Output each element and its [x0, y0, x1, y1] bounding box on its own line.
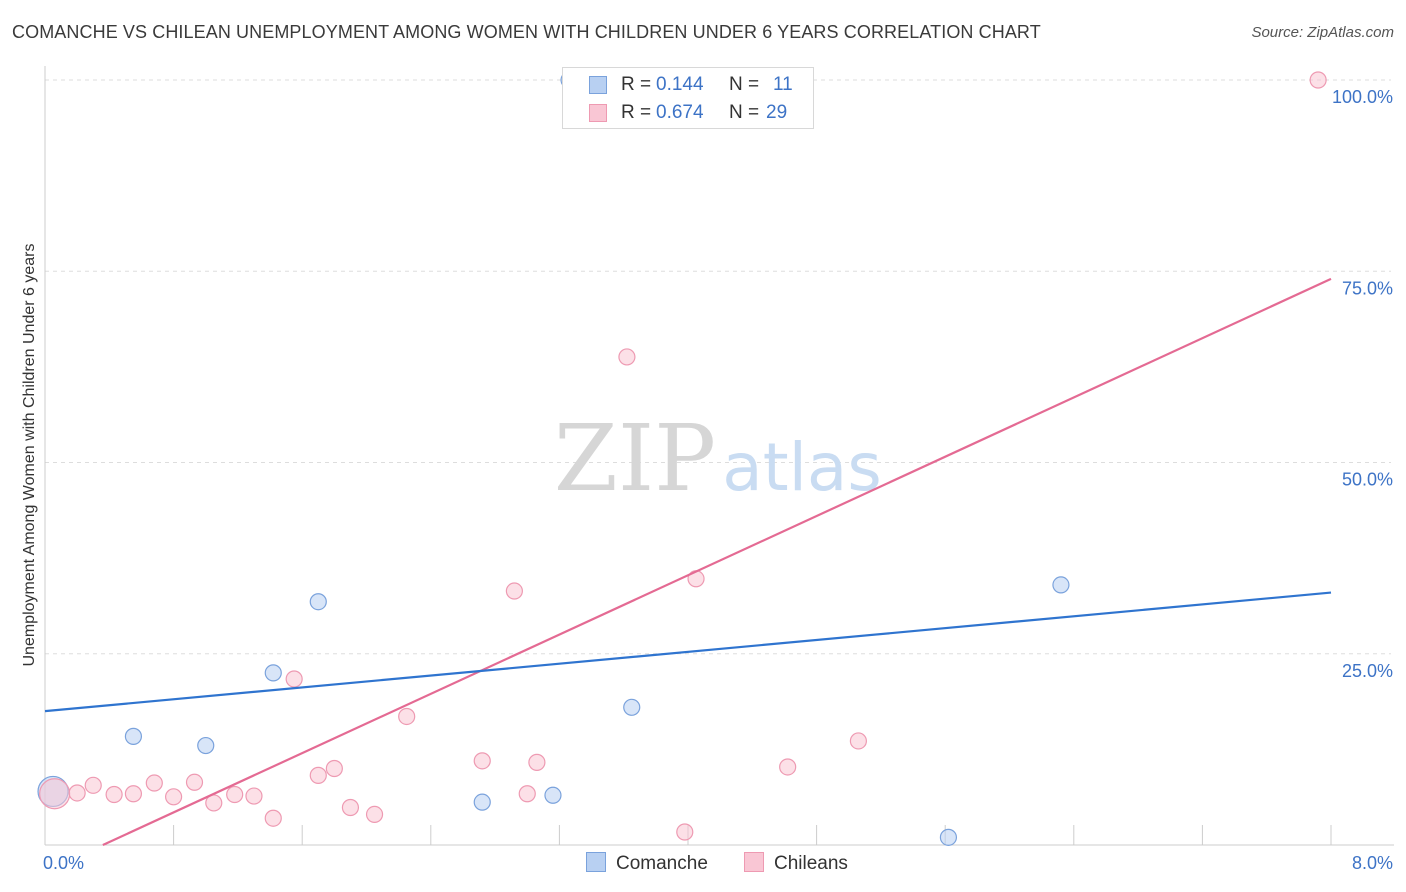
- chileans-point: [518, 785, 536, 803]
- legend-item-chileans[interactable]: Chileans: [744, 852, 848, 875]
- chileans-point: [309, 766, 327, 784]
- chileans-point: [1309, 71, 1327, 89]
- y-tick-label: 75.0%: [1342, 278, 1393, 298]
- stats-row-comanche: R = 0.144 N = 11: [563, 72, 813, 100]
- comanche-point: [124, 727, 143, 745]
- comanche-point: [623, 698, 641, 716]
- watermark-atlas: atlas: [722, 429, 882, 506]
- chileans-point: [39, 778, 71, 810]
- chileans-point: [124, 785, 143, 803]
- x-tick-label: 8.0%: [1352, 853, 1393, 873]
- chileans-point: [779, 758, 797, 776]
- chileans-swatch: [589, 104, 607, 122]
- chileans-point: [165, 788, 183, 806]
- chileans-point: [365, 805, 384, 824]
- stats-legend: R = 0.144 N = 11 R = 0.674 N = 29: [562, 67, 814, 129]
- stats-row-chileans: R = 0.674 N = 29: [563, 100, 813, 128]
- comanche-trend-line: [44, 591, 1332, 713]
- chileans-point: [676, 823, 694, 841]
- comanche-swatch: [586, 852, 606, 872]
- chileans-trend-line: [102, 277, 1332, 846]
- chileans-points: [39, 71, 1327, 841]
- y-tick-label: 25.0%: [1342, 661, 1393, 681]
- y-axis-label-container: Unemployment Among Women with Children U…: [18, 70, 42, 840]
- chileans-point: [226, 785, 244, 804]
- legend-label: Chileans: [774, 853, 848, 874]
- n-label: N =: [729, 74, 760, 95]
- n-value: 11: [773, 74, 793, 95]
- n-value: 29: [766, 102, 788, 123]
- axes: [44, 66, 1394, 846]
- chart-title: COMANCHE VS CHILEAN UNEMPLOYMENT AMONG W…: [12, 22, 1041, 42]
- comanche-point: [473, 793, 491, 811]
- chileans-point: [145, 774, 163, 792]
- n-label: N =: [729, 102, 760, 123]
- chileans-point: [528, 753, 546, 771]
- y-tick-label: 100.0%: [1332, 87, 1393, 107]
- y-tick-label: 50.0%: [1342, 470, 1393, 490]
- source-label: Source: ZipAtlas.com: [1251, 24, 1394, 41]
- comanche-point: [264, 664, 282, 682]
- chileans-point: [325, 759, 343, 778]
- comanche-swatch: [589, 76, 607, 94]
- r-label: R =: [621, 74, 652, 95]
- comanche-point: [544, 786, 562, 804]
- x-tick-label: 0.0%: [43, 853, 84, 873]
- watermark-zip: ZIP: [554, 405, 716, 512]
- chileans-point: [398, 707, 416, 726]
- chileans-point: [505, 582, 523, 600]
- r-label: R =: [621, 102, 652, 123]
- watermark: ZIP atlas: [554, 405, 882, 512]
- chileans-point: [68, 784, 86, 802]
- trend-lines: [44, 277, 1332, 846]
- chileans-point: [341, 798, 360, 817]
- tick-labels: 25.0% 50.0% 75.0% 100.0% 0.0% 8.0%: [43, 87, 1393, 873]
- chileans-swatch: [744, 852, 764, 872]
- comanche-point: [197, 736, 215, 755]
- series-legend: Comanche Chileans: [0, 850, 1406, 880]
- chileans-point: [285, 670, 303, 688]
- comanche-point: [1052, 576, 1070, 594]
- legend-label: Comanche: [616, 853, 708, 874]
- comanche-point: [309, 593, 327, 611]
- chileans-point: [185, 773, 204, 791]
- r-value: 0.674: [656, 102, 704, 123]
- chileans-point: [84, 776, 102, 794]
- chileans-point: [264, 809, 282, 827]
- legend-item-comanche[interactable]: Comanche: [586, 852, 708, 875]
- comanche-point: [939, 828, 958, 846]
- y-axis-label: Unemployment Among Women with Children U…: [21, 243, 38, 667]
- chileans-point: [473, 752, 491, 770]
- chileans-point: [618, 348, 636, 366]
- chileans-point: [849, 732, 867, 750]
- chileans-point: [245, 787, 263, 805]
- grid-lines: [45, 79, 1391, 655]
- r-value: 0.144: [656, 74, 704, 95]
- chileans-point: [105, 785, 123, 804]
